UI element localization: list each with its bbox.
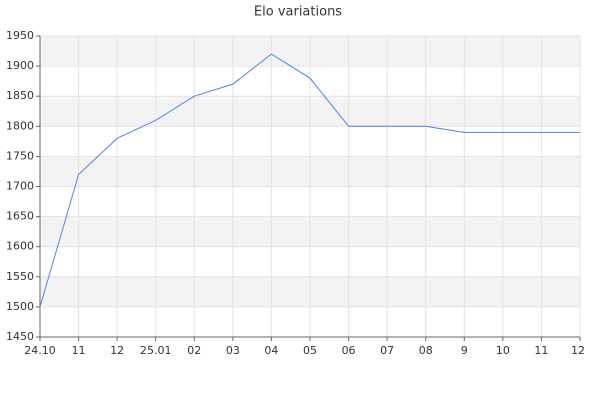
line-series: [39, 53, 580, 308]
x-tick-label: 12: [110, 344, 124, 357]
y-tick-label: 1950: [6, 29, 34, 42]
x-tick-label: 08: [419, 344, 433, 357]
x-tick-label: 10: [496, 344, 510, 357]
x-tick-label: 05: [303, 344, 317, 357]
x-tick-label: 02: [187, 344, 201, 357]
y-tick-label: 1650: [6, 210, 34, 223]
y-tick-label: 1550: [6, 270, 34, 283]
y-tick-label: 1750: [6, 149, 34, 162]
x-tick-label: 24.10: [24, 344, 56, 357]
x-tick-label: 9: [461, 344, 468, 357]
y-tick-label: 1600: [6, 240, 34, 253]
x-tick-label: 12: [571, 344, 585, 357]
x-tick-label: 06: [342, 344, 356, 357]
x-tick-label: 04: [264, 344, 278, 357]
y-tick-label: 1850: [6, 89, 34, 102]
x-tick-label: 25.01: [140, 344, 172, 357]
chart-title: Elo variations: [254, 5, 342, 20]
y-tick-label: 1500: [6, 300, 34, 313]
y-tick-label: 1800: [6, 119, 34, 132]
x-tick-label: 07: [380, 344, 394, 357]
x-tick-label: 03: [226, 344, 240, 357]
y-tick-label: 1900: [6, 59, 34, 72]
x-tick-label: 11: [72, 344, 86, 357]
y-tick-label: 1700: [6, 180, 34, 193]
x-tick-label: 11: [534, 344, 548, 357]
y-tick-label: 1450: [6, 330, 34, 343]
